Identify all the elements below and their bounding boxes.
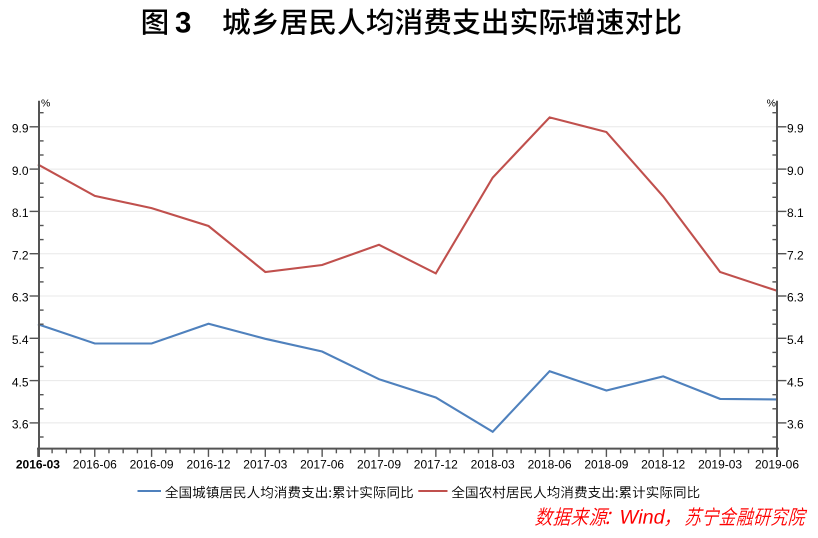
svg-text:9.9: 9.9	[787, 122, 804, 136]
svg-text:4.5: 4.5	[12, 375, 29, 389]
svg-text:2017-03: 2017-03	[243, 457, 287, 471]
svg-text:8.1: 8.1	[787, 206, 804, 220]
svg-text:5.4: 5.4	[787, 333, 804, 347]
svg-text:2019-03: 2019-03	[698, 457, 742, 471]
svg-text:5.4: 5.4	[12, 333, 29, 347]
svg-text:2017-09: 2017-09	[357, 457, 401, 471]
svg-text:3.6: 3.6	[12, 418, 29, 432]
svg-text:9.0: 9.0	[787, 164, 804, 178]
svg-text:2018-12: 2018-12	[641, 457, 685, 471]
svg-text:2016-09: 2016-09	[130, 457, 174, 471]
svg-text:6.3: 6.3	[12, 291, 29, 305]
svg-text:%: %	[767, 98, 776, 110]
svg-text:2016-03: 2016-03	[16, 457, 60, 471]
svg-text:%: %	[41, 98, 50, 110]
svg-text:2019-06: 2019-06	[755, 457, 799, 471]
svg-text:8.1: 8.1	[12, 206, 29, 220]
svg-text:9.9: 9.9	[12, 122, 29, 136]
svg-text:2017-06: 2017-06	[300, 457, 344, 471]
svg-text:3.6: 3.6	[787, 418, 804, 432]
svg-text:2016-12: 2016-12	[186, 457, 230, 471]
svg-text:2018-06: 2018-06	[528, 457, 572, 471]
svg-text:2016-06: 2016-06	[73, 457, 117, 471]
svg-text:2018-09: 2018-09	[584, 457, 628, 471]
svg-text:4.5: 4.5	[787, 375, 804, 389]
svg-text:9.0: 9.0	[12, 164, 29, 178]
svg-text:6.3: 6.3	[787, 291, 804, 305]
svg-text:2017-12: 2017-12	[414, 457, 458, 471]
svg-text:7.2: 7.2	[787, 248, 804, 262]
svg-text:7.2: 7.2	[12, 248, 29, 262]
svg-text:2018-03: 2018-03	[471, 457, 515, 471]
